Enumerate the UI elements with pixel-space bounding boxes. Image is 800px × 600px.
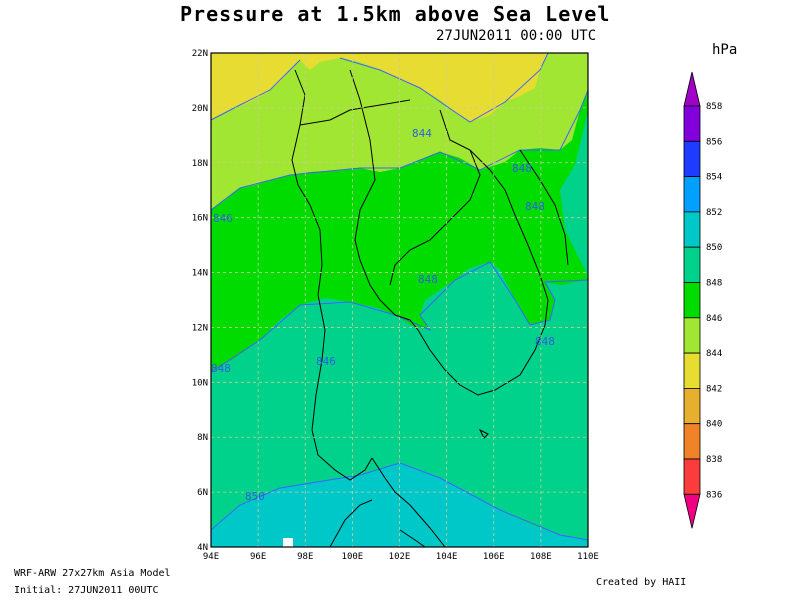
contour-844 — [211, 59, 301, 121]
latitude-tick-label: 14N — [192, 269, 208, 279]
contour-844-east — [339, 53, 549, 123]
colorbar-segment — [683, 246, 701, 283]
map-title: Pressure at 1.5km above Sea Level — [180, 2, 611, 26]
contour-850 — [211, 462, 588, 541]
latitude-tick-label: 10N — [192, 378, 208, 388]
longitude-ticks: 94E 96E 98E 100E 102E 104E 106E 108E 110E — [203, 552, 599, 562]
longitude-tick-label: 110E — [577, 552, 599, 562]
latitude-tick-label: 12N — [192, 323, 208, 333]
colorbar-level-label: 840 — [706, 420, 722, 430]
latitude-tick-label: 20N — [192, 104, 208, 114]
missing-data-marker — [283, 538, 293, 547]
colorbar-level-label: 850 — [706, 243, 722, 253]
longitude-tick-label: 96E — [250, 552, 266, 562]
map-frame — [210, 52, 589, 548]
contour-label: 848 — [211, 362, 231, 375]
longitude-tick-label: 100E — [342, 552, 364, 562]
contour-848 — [211, 261, 588, 373]
colorbar-segment — [683, 387, 701, 425]
colorbar-level-label: 836 — [706, 490, 722, 500]
colorbar-segment — [683, 352, 701, 389]
longitude-tick-label: 102E — [389, 552, 411, 562]
contour-label: 848 — [512, 162, 532, 175]
lat-lon-grid — [211, 53, 588, 547]
credit: Created by HAII — [596, 577, 687, 588]
colorbar-level-label: 848 — [706, 279, 722, 289]
colorbar-segment — [683, 317, 701, 354]
colorbar-level-label: 856 — [706, 137, 722, 147]
colorbar-segment — [683, 423, 701, 460]
colorbar-segment — [683, 211, 701, 248]
latitude-tick-label: 4N — [197, 543, 208, 553]
colorbar-level-label: 858 — [706, 102, 722, 112]
contour-label: 846 — [213, 212, 233, 225]
colorbar-cap-top — [683, 71, 701, 107]
colorbar-level-label: 846 — [706, 314, 722, 324]
colorbar-level-label: 854 — [706, 173, 722, 183]
latitude-tick-label: 6N — [197, 488, 208, 498]
longitude-tick-label: 106E — [483, 552, 505, 562]
colorbar-segment — [683, 458, 701, 495]
contour-label: 844 — [412, 127, 432, 140]
latitude-tick-label: 22N — [192, 49, 208, 59]
colorbar-segment — [683, 140, 701, 178]
longitude-tick-label: 94E — [203, 552, 219, 562]
latitude-tick-label: 8N — [197, 433, 208, 443]
colorbar: 858 856 854 852 850 848 846 844 842 840 838 836 — [683, 71, 722, 529]
field-842-844 — [211, 53, 548, 122]
colorbar-level-label: 842 — [706, 384, 722, 394]
colorbar-segment — [683, 105, 701, 142]
contour-label: 850 — [245, 490, 265, 503]
longitude-tick-label: 104E — [436, 552, 458, 562]
latitude-tick-label: 16N — [192, 214, 208, 224]
contour-label: 848 — [418, 273, 438, 286]
contour-label: 846 — [316, 355, 336, 368]
units-label: hPa — [712, 42, 738, 58]
colorbar-segment — [683, 282, 701, 319]
latitude-tick-label: 18N — [192, 159, 208, 169]
contour-846 — [211, 89, 588, 211]
colorbar-level-label: 844 — [706, 349, 722, 359]
country-borders — [291, 69, 569, 547]
init-time: Initial: 27JUN2011 00UTC — [14, 585, 159, 596]
colorbar-level-label: 838 — [706, 455, 722, 465]
colorbar-level-label: 852 — [706, 208, 722, 218]
valid-datetime: 27JUN2011 00:00 UTC — [436, 28, 597, 44]
contour-lines — [211, 53, 588, 541]
colorbar-segment — [683, 176, 701, 213]
coastline-south — [329, 428, 489, 547]
colorbar-cap-bottom — [683, 493, 701, 529]
contour-label: 848 — [535, 335, 555, 348]
latitude-ticks: 22N 20N 18N 16N 14N 12N 10N 8N 6N 4N — [192, 49, 208, 553]
longitude-tick-label: 98E — [297, 552, 313, 562]
model-name: WRF-ARW 27x27km Asia Model — [14, 568, 171, 579]
longitude-tick-label: 108E — [530, 552, 552, 562]
contour-label: 848 — [525, 200, 545, 213]
contour-labels: 844 846 846 848 848 848 848 848 850 — [211, 127, 555, 503]
pressure-fields — [211, 53, 588, 547]
